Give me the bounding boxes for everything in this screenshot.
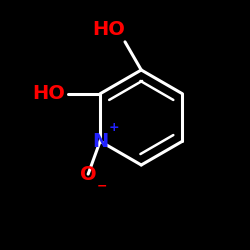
Text: HO: HO [32, 84, 65, 103]
Text: O: O [80, 165, 96, 184]
Text: +: + [108, 121, 119, 134]
Text: −: − [97, 179, 107, 192]
Text: HO: HO [92, 20, 125, 39]
Text: N: N [92, 132, 108, 151]
